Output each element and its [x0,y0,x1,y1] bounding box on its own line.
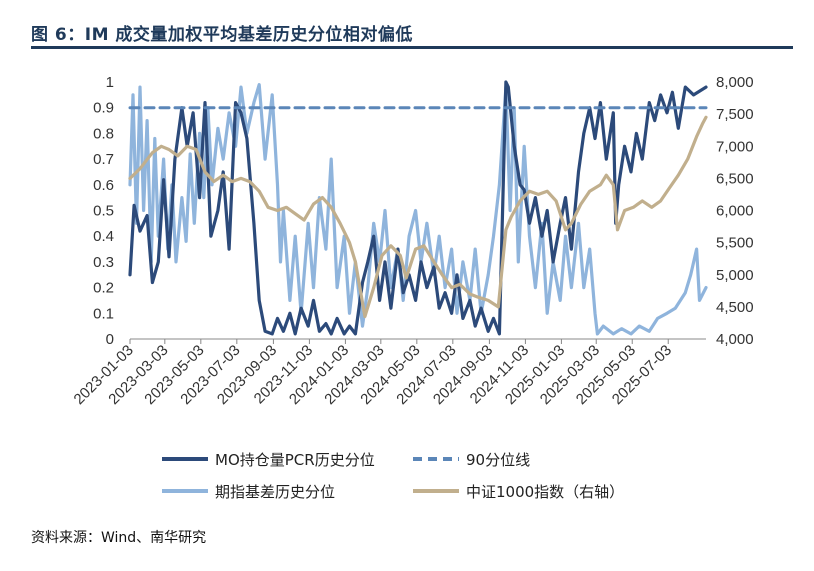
y-left-tick-label: 1 [106,74,114,91]
y-left-tick-label: 0.3 [93,254,114,271]
y-right-tick-label: 6,500 [716,170,754,187]
y-left-tick-label: 0.4 [93,228,114,245]
y-left-tick-label: 0.7 [93,151,114,168]
y-right-tick-label: 7,000 [716,138,754,155]
source-note: 资料来源：Wind、南华研究 [31,530,207,546]
y-right-tick-label: 8,000 [716,74,754,91]
page-title: 图 6：IM 成交量加权平均基差历史分位相对偏低 [31,25,413,45]
y-right-tick-label: 5,500 [716,235,754,252]
series-line-3 [128,115,708,319]
axes: 0 0.1 0.2 0.3 0.4 0.5 0.6 0.7 0.8 0.9 1 4,000 4,500 5… [71,74,754,408]
plot-area [128,80,708,336]
y-right-tick-label: 4,000 [716,331,754,348]
y-left-tick-label: 0.5 [93,203,114,220]
y-right-tick-label: 4,500 [716,299,754,316]
legend-label-0: MO持仓量PCR历史分位 [215,451,375,469]
y-left-tick-label: 0 [106,331,114,348]
legend-label-1: 90分位线 [466,451,530,469]
y-left-tick-label: 0.6 [93,177,114,194]
y-right-tick-label: 6,000 [716,203,754,220]
series-line-0 [128,80,708,336]
legend-label-2: 期指基差历史分位 [215,483,335,501]
y-right-tick-label: 5,000 [716,267,754,284]
y-left-tick-label: 0.8 [93,125,114,142]
series-line-2 [128,83,708,336]
legend-label-3: 中证1000指数（右轴） [466,483,624,501]
title-divider [31,46,793,49]
y-left-tick-label: 0.9 [93,100,114,117]
y-left-tick-label: 0.2 [93,280,114,297]
y-left-tick-label: 0.1 [93,305,114,322]
y-right-tick-label: 7,500 [716,106,754,123]
